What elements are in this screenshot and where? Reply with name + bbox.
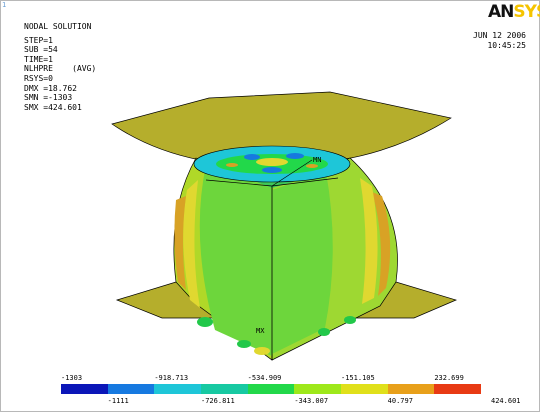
legend-swatch-8: [434, 384, 482, 394]
info-block: NODAL SOLUTION STEP=1 SUB =54 TIME=1 NLH…: [24, 22, 96, 112]
legend-swatch-7: [387, 384, 435, 394]
timestamp: JUN 12 2006 10:45:25: [473, 31, 526, 51]
top-edge-center: [271, 159, 313, 187]
legend-swatch-6: [341, 384, 388, 394]
legend-label-top: -151.105: [341, 374, 375, 382]
info-line-dmx: DMX =18.762: [24, 83, 77, 93]
top-cap-blue: [286, 153, 304, 159]
legend-swatch-4: [247, 384, 295, 394]
legend-label-bottom: -1111: [107, 397, 129, 405]
info-line-smx: SMX =424.601: [24, 102, 82, 112]
max-marker: MX: [256, 327, 265, 335]
legend-label-top: -918.713: [154, 374, 189, 382]
legend-swatch-2: [154, 384, 202, 394]
legend-swatch-0: [61, 384, 108, 394]
legend-label-bottom: -726.811: [201, 397, 235, 405]
info-line-sub: SUB =54: [24, 45, 58, 55]
legend-swatch-5: [294, 384, 342, 394]
green-region-left: [199, 165, 272, 356]
legend-label-bottom: 40.797: [387, 397, 413, 405]
legend-label-top: -534.909: [247, 374, 282, 382]
color-legend: [61, 384, 482, 394]
info-line-rsys: RSYS=0: [24, 73, 53, 83]
top-cap-blue: [244, 154, 260, 160]
info-title: NODAL SOLUTION: [24, 22, 92, 31]
top-cap-orange: [306, 164, 318, 168]
band-left-light: [183, 180, 200, 308]
min-marker: MN: [313, 156, 321, 164]
bottom-spot: [344, 316, 356, 324]
bottom-spot: [318, 328, 330, 336]
date-label: JUN 12 2006: [473, 31, 526, 40]
band-right-orange: [372, 192, 391, 296]
time-label: 10:45:25: [487, 41, 526, 50]
info-line-step: STEP=1: [24, 35, 53, 45]
legend-label-bottom: 424.601: [491, 397, 521, 405]
legend-label-top: -1303: [61, 374, 83, 382]
top-cap-orange: [226, 163, 238, 167]
window-number: 1: [2, 1, 7, 9]
top-cap-blue: [262, 167, 282, 173]
info-line-result: NLHPRE (AVG): [24, 64, 97, 74]
bottom-spot: [237, 340, 251, 348]
legend-swatch-1: [107, 384, 155, 394]
legend-label-top: 232.699: [434, 374, 464, 382]
band-right-light: [360, 178, 378, 304]
info-line-time: TIME=1: [24, 54, 53, 64]
ansys-logo: ANSYS: [488, 2, 540, 22]
band-left-orange: [174, 196, 186, 290]
top-cap-yellow: [256, 158, 288, 166]
legend-swatch-3: [201, 384, 248, 394]
green-region-right: [272, 172, 333, 354]
bottom-spot: [254, 347, 270, 355]
info-line-smn: SMN =-1303: [24, 93, 73, 103]
bottom-spot: [197, 317, 213, 327]
legend-label-bottom: -343.007: [294, 397, 329, 405]
